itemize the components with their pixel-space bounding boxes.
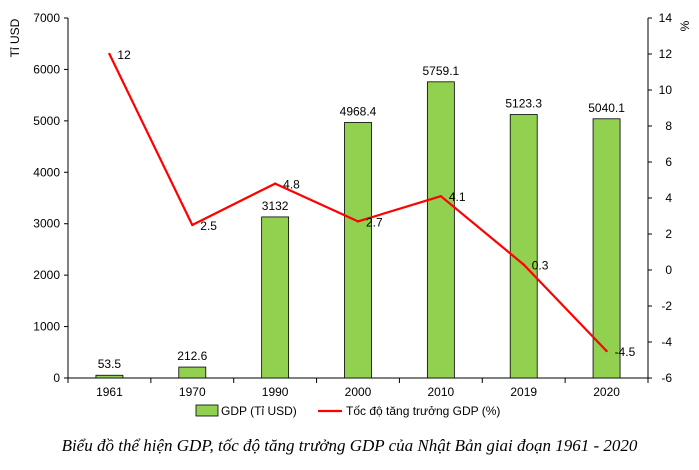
chart-axes: 0 1000 2000 3000 4000 5000 6000 7000 Tỉ USD -6 -4 -… (8, 11, 692, 399)
bar-value-label: 5040.1 (588, 101, 625, 115)
right-axis-tick-label: -4 (661, 335, 672, 349)
right-axis-tick-label: -2 (661, 299, 672, 313)
x-axis-tick-label: 2010 (428, 385, 455, 399)
line-series (108, 52, 608, 353)
bar (344, 122, 372, 379)
line-value-label: 2.7 (366, 215, 383, 229)
right-axis-tick-label: 8 (665, 119, 672, 133)
bar-value-label: 4968.4 (340, 104, 377, 118)
line-point (273, 182, 277, 185)
bar (178, 366, 207, 379)
x-axis-tick-label: 1990 (262, 385, 289, 399)
left-axis-tick-label: 5000 (33, 114, 60, 128)
left-axis-tick-label: 4000 (33, 165, 60, 179)
bar (592, 118, 621, 379)
bar-series (95, 81, 621, 379)
chart-caption: Biểu đồ thể hiện GDP, tốc độ tăng trưởng… (61, 436, 638, 455)
line-value-label: 2.5 (200, 219, 217, 233)
line-point (605, 349, 608, 353)
right-axis-title: % (678, 20, 692, 31)
data-labels: 53.5 212.6 3132 4968.4 5759.1 5123.3 5040.1 12 2… (98, 48, 636, 371)
legend-line-label: Tốc độ tăng trưởng GDP (%) (346, 404, 500, 418)
right-axis-tick-label: 0 (665, 263, 672, 277)
bar-value-label: 53.5 (98, 357, 122, 371)
x-axis-tick-label: 2020 (593, 385, 620, 399)
right-axis-tick-label: 14 (659, 11, 673, 25)
bar-value-label: 5759.1 (423, 64, 460, 78)
left-axis-tick-label: 2000 (33, 268, 60, 282)
combo-chart: 0 1000 2000 3000 4000 5000 6000 7000 Tỉ USD -6 -4 -… (8, 11, 692, 418)
bar (426, 81, 455, 379)
bar (509, 114, 538, 379)
x-axis-tick-label: 2019 (510, 385, 537, 399)
left-axis-tick-label: 0 (53, 371, 60, 385)
left-axis-tick-label: 6000 (33, 62, 60, 76)
legend: GDP (Tỉ USD) Tốc độ tăng trưởng GDP (%) (195, 404, 500, 418)
legend-bar-swatch (195, 404, 219, 417)
right-axis-tick-label: 6 (665, 155, 672, 169)
x-axis-tick-label: 1970 (179, 385, 206, 399)
left-axis-tick-label: 1000 (33, 320, 60, 334)
legend-bar-label: GDP (Tỉ USD) (221, 404, 297, 418)
line-point (191, 223, 194, 227)
line-point (522, 263, 525, 266)
x-axis-tick-label: 1961 (96, 385, 123, 399)
right-axis-tick-label: -6 (661, 371, 672, 385)
x-axis-tick-label: 2000 (345, 385, 372, 399)
right-axis-tick-label: 10 (659, 83, 673, 97)
bar (95, 374, 124, 379)
line-value-label: -4.5 (615, 345, 636, 359)
right-axis-tick-label: 4 (665, 191, 672, 205)
line-value-label: 4.1 (449, 190, 466, 204)
left-axis-tick-label: 7000 (33, 11, 60, 25)
bar-value-label: 5123.3 (505, 97, 542, 111)
line-value-label: 0.3 (532, 259, 549, 273)
right-axis-tick-label: 12 (659, 47, 673, 61)
bar-value-label: 212.6 (177, 349, 207, 363)
line-point (108, 52, 111, 56)
line-point (439, 195, 443, 198)
line-value-label: 12 (117, 48, 131, 62)
left-axis-title: Tỉ USD (8, 18, 22, 57)
line-point (356, 220, 360, 223)
line-value-label: 4.8 (283, 178, 300, 192)
right-axis-tick-label: 2 (665, 227, 672, 241)
left-axis-tick-label: 3000 (33, 217, 60, 231)
bar-value-label: 3132 (262, 199, 289, 213)
bar (261, 216, 290, 379)
